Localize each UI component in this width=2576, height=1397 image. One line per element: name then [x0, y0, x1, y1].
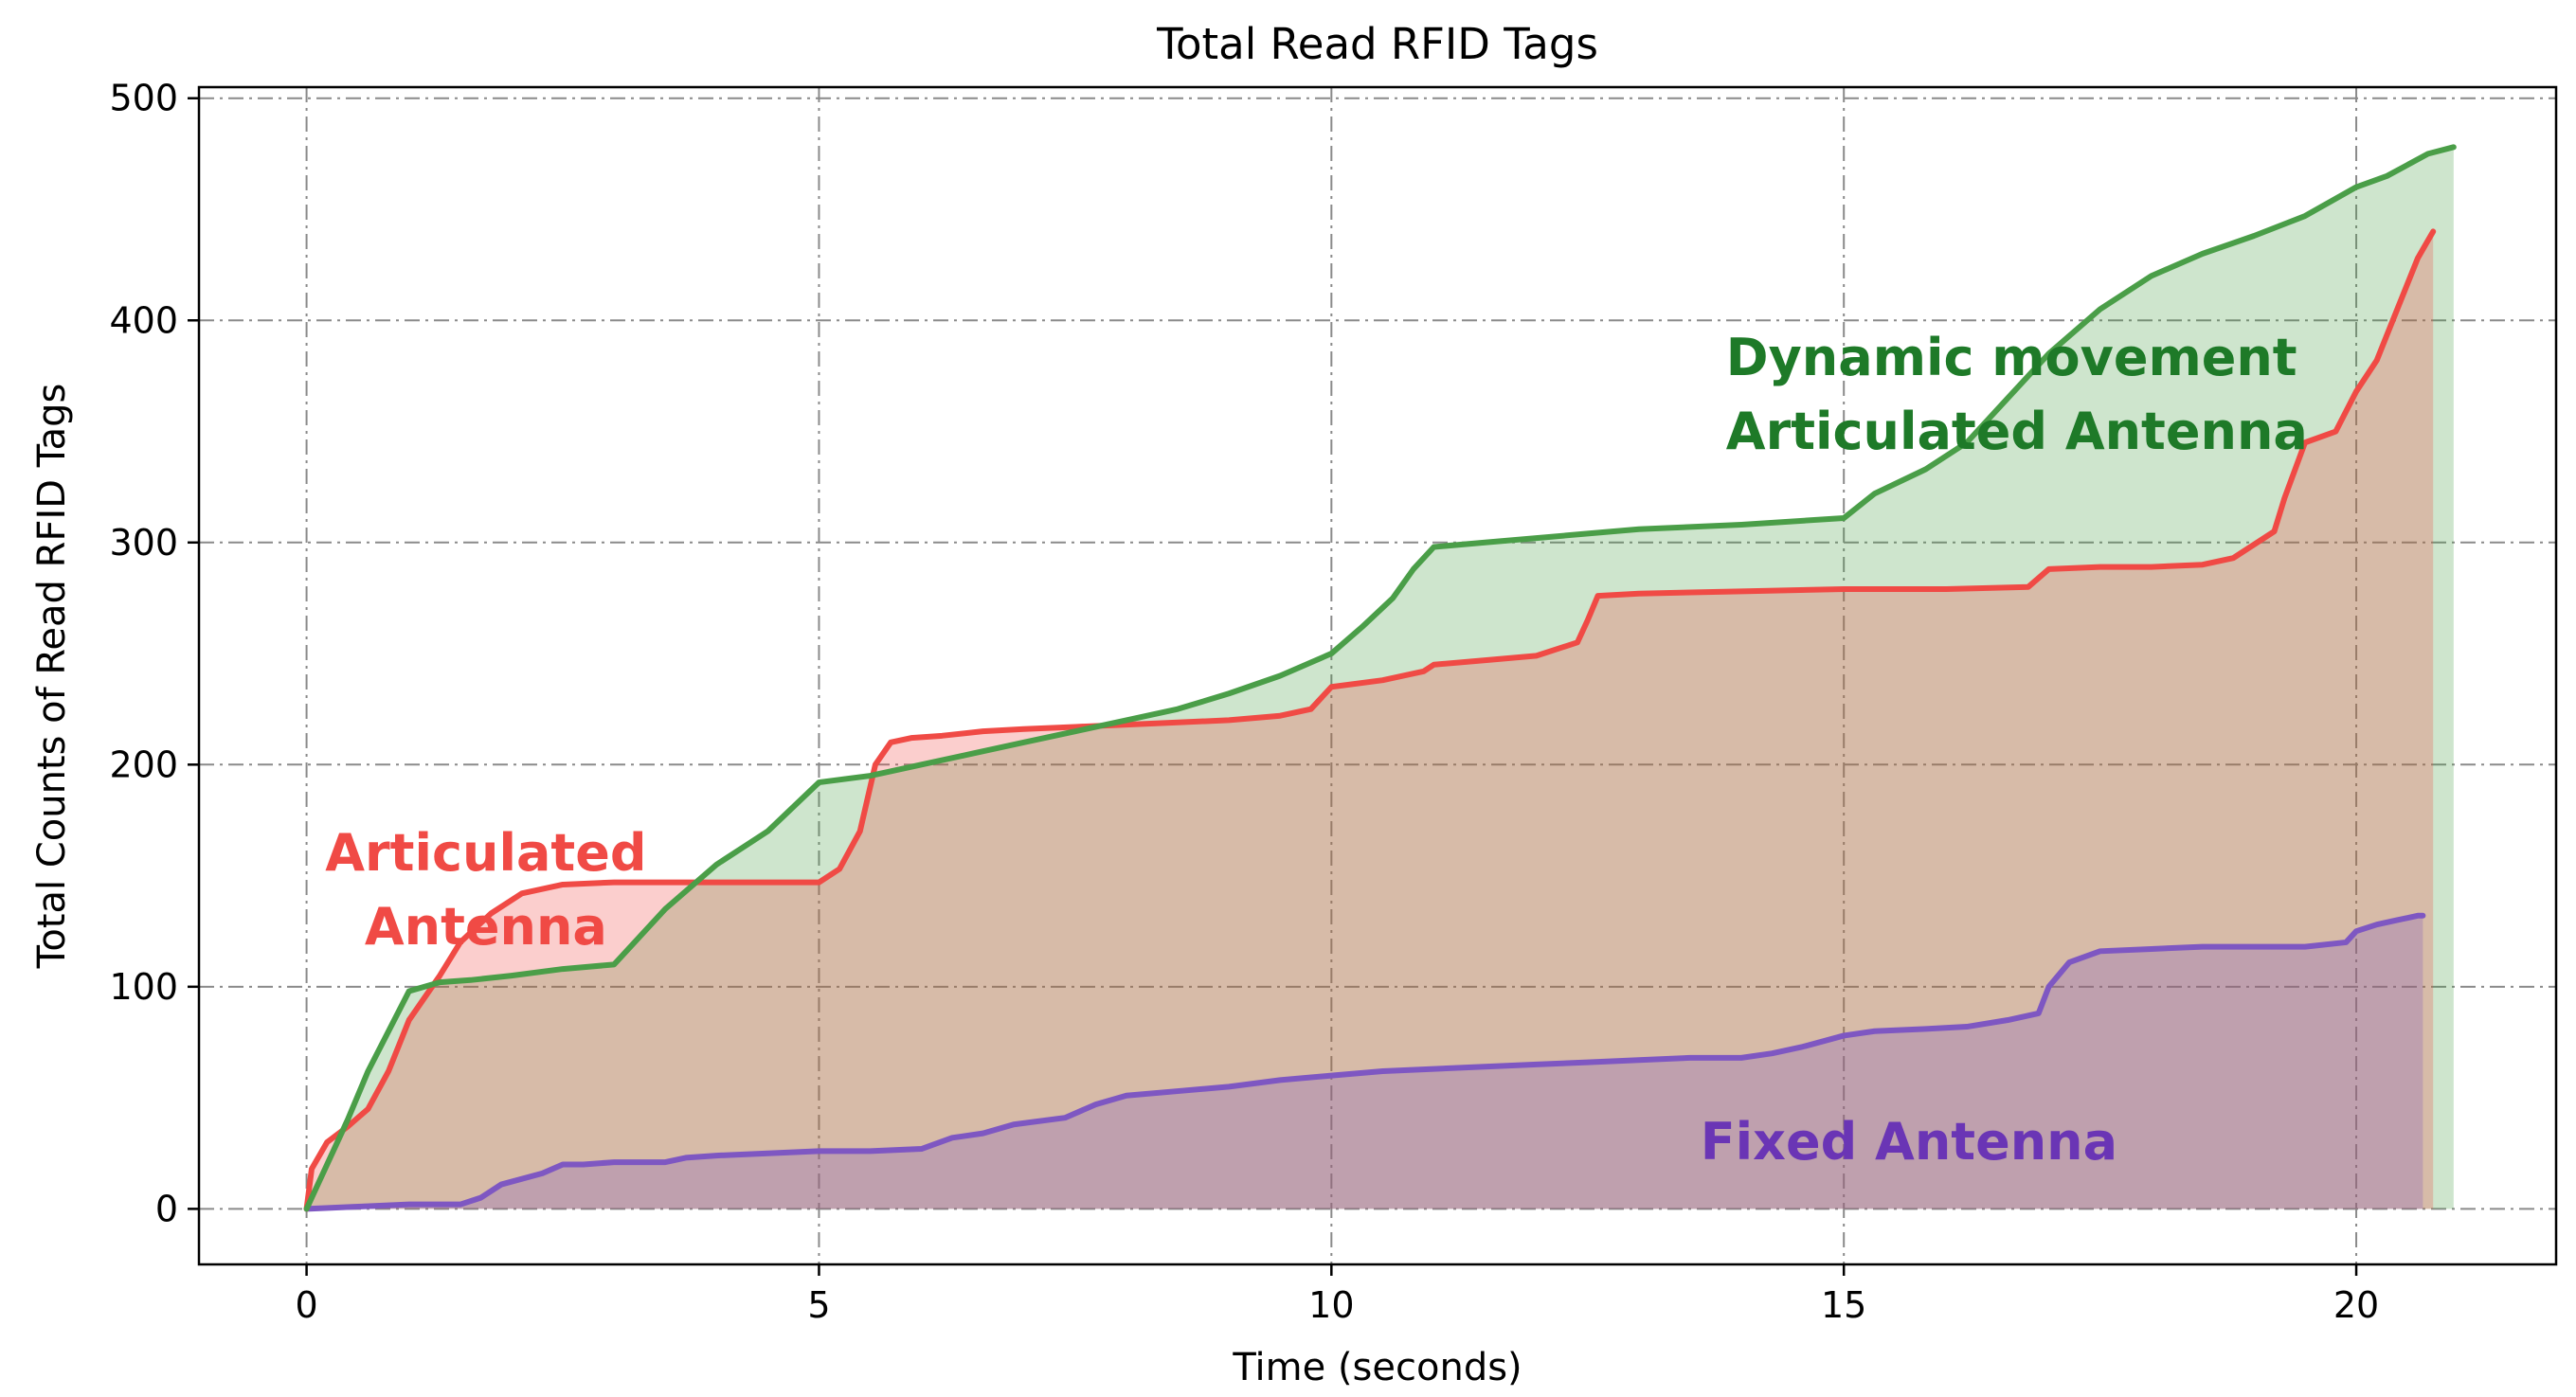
x-axis-label: Time (seconds)	[1232, 1346, 1522, 1389]
plot-frame	[197, 85, 2558, 1266]
annotation-fixed: Fixed Antenna	[1701, 1112, 2117, 1172]
gridlines	[199, 87, 2556, 1264]
annotation-dynamic: Articulated Antenna	[1726, 402, 2308, 461]
y-tick-label: 200	[109, 743, 178, 785]
y-tick-label: 100	[109, 966, 178, 1008]
x-tick-label: 20	[2333, 1284, 2379, 1326]
annotation-articulated: Antenna	[365, 897, 607, 957]
annotations: Fixed Antenna Articulated Antenna Dynamic m…	[325, 328, 2308, 1172]
chart-title: Total Read RFID Tags	[1156, 19, 1598, 69]
line-dynamic	[303, 144, 2457, 1212]
y-axis-label: Total Counts of Read RFID Tags	[30, 384, 74, 970]
line-articulated	[303, 228, 2437, 1212]
y-tick-label: 300	[109, 522, 178, 564]
x-tick-label: 10	[1308, 1284, 1354, 1326]
y-tick-label: 500	[109, 78, 178, 119]
y-tick-label: 0	[155, 1188, 178, 1229]
series-lines	[303, 144, 2457, 1212]
annotation-dynamic: Dynamic movement	[1726, 328, 2297, 387]
annotation-articulated: Articulated	[325, 823, 646, 883]
area-articulated	[306, 231, 2434, 1209]
x-tick-label: 15	[1821, 1284, 1866, 1326]
x-tick-label: 5	[807, 1284, 830, 1326]
y-tick-label: 400	[109, 299, 178, 341]
area-fixed	[306, 915, 2423, 1209]
line-fixed	[303, 912, 2426, 1212]
x-tick-label: 0	[295, 1284, 317, 1326]
